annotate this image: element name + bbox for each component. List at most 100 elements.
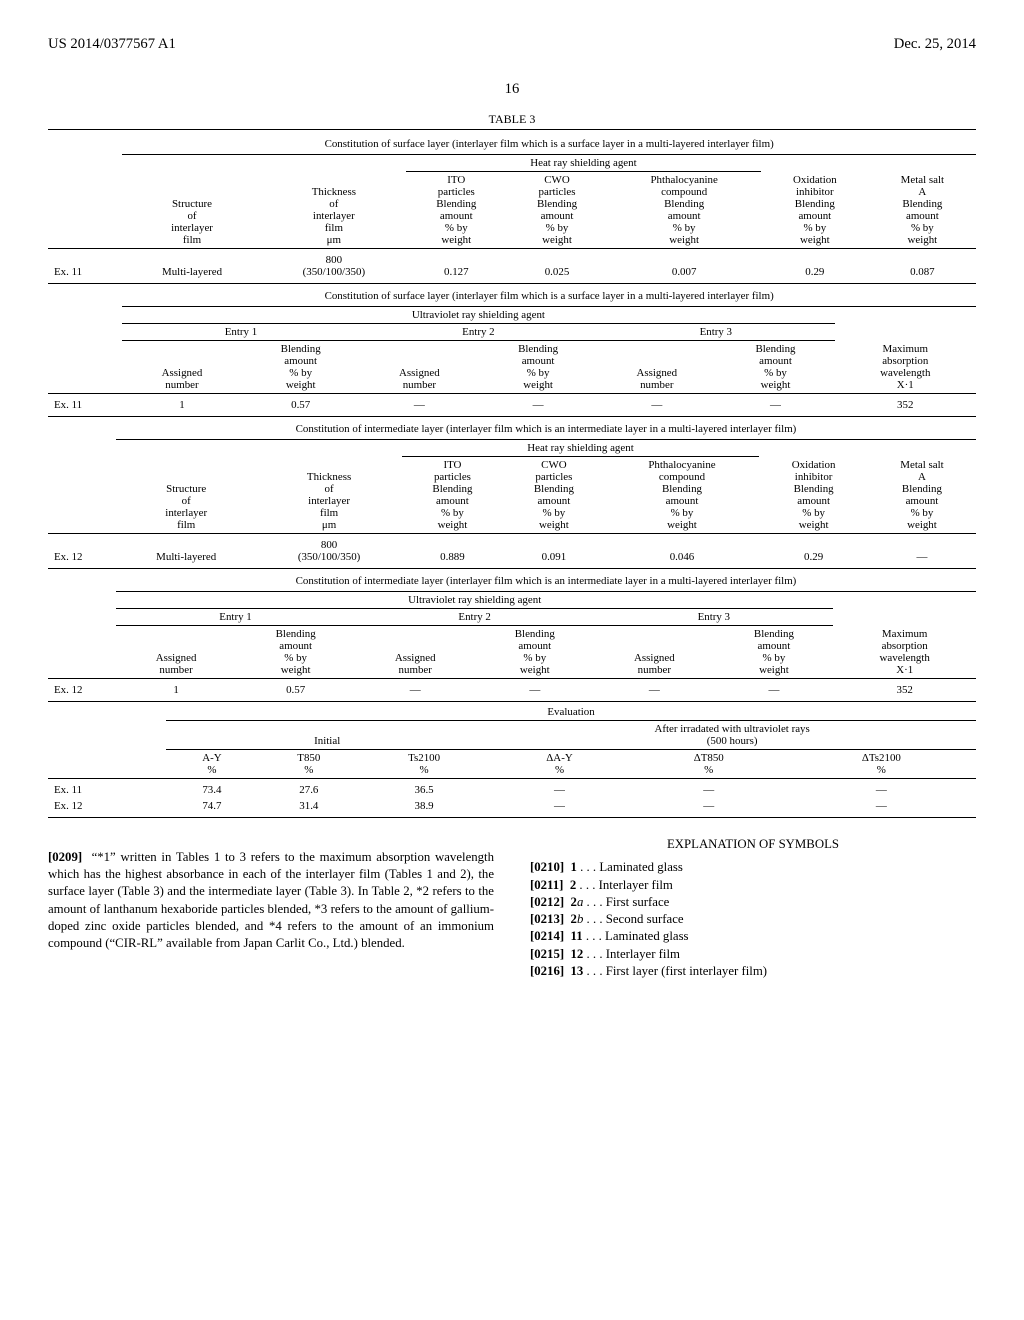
cell: —: [597, 397, 716, 413]
table-row: Ex. 12 Multi-layered 800(350/100/350) 0.…: [48, 537, 976, 565]
cell: 1: [116, 682, 236, 698]
table-row: Ex. 12 74.7 31.4 38.9 — — —: [48, 798, 976, 814]
cell: —: [868, 537, 976, 565]
heat-ray-label: Heat ray shielding agent: [406, 155, 761, 172]
col-blend: Blendingamount% byweight: [475, 626, 594, 679]
cell: 800(350/100/350): [262, 252, 406, 280]
col-maxabs: MaximumabsorptionwavelengthX·1: [833, 626, 976, 679]
cell: —: [631, 782, 787, 798]
table-3-title: TABLE 3: [48, 112, 976, 127]
entry-2: Entry 2: [360, 324, 597, 341]
cell: 31.4: [258, 798, 360, 814]
publication-date: Dec. 25, 2014: [894, 36, 976, 53]
footnote-column: [0209] “*1” written in Tables 1 to 3 ref…: [48, 836, 494, 980]
cell: —: [360, 397, 479, 413]
cell: —: [479, 397, 597, 413]
col-thickness: Thicknessofinterlayerfilmμm: [262, 172, 406, 249]
cell: 38.9: [360, 798, 488, 814]
col-blend: Blendingamount% byweight: [716, 341, 834, 394]
col-assigned: Assignednumber: [122, 341, 241, 394]
constitution-caption: Constitution of intermediate layer (inte…: [116, 571, 976, 592]
row-label: Ex. 11: [48, 782, 166, 798]
cell: 27.6: [258, 782, 360, 798]
cell: —: [787, 798, 976, 814]
paragraph-number: [0209]: [48, 850, 82, 864]
col-assigned: Assignednumber: [597, 341, 716, 394]
col-phth: PhthalocyaninecompoundBlendingamount% by…: [607, 172, 761, 249]
col-assigned: Assignednumber: [355, 626, 475, 679]
entry-1: Entry 1: [116, 609, 355, 626]
cell: 0.046: [605, 537, 760, 565]
col-phth: PhthalocyaninecompoundBlendingamount% by…: [605, 457, 760, 534]
evaluation-label: Evaluation: [166, 704, 976, 721]
cell: 0.127: [406, 252, 507, 280]
col-assigned: Assignednumber: [594, 626, 714, 679]
col-metal: Metal saltABlendingamount% byweight: [868, 457, 976, 534]
cell: Multi-layered: [116, 537, 257, 565]
cell: 0.29: [761, 252, 869, 280]
col-assigned: Assignednumber: [116, 626, 236, 679]
cell: —: [488, 782, 630, 798]
col-blend: Blendingamount% byweight: [236, 626, 355, 679]
col-blend: Blendingamount% byweight: [715, 626, 834, 679]
symbol-item: [0215] 12 . . . Interlayer film: [530, 946, 976, 963]
cell: 1: [122, 397, 241, 413]
cell: —: [475, 682, 594, 698]
col-ito: ITOparticlesBlendingamount% byweight: [402, 457, 503, 534]
symbol-item: [0214] 11 . . . Laminated glass: [530, 928, 976, 945]
table-row: Ex. 11 73.4 27.6 36.5 — — —: [48, 782, 976, 798]
table-3-section-1: Constitution of surface layer (interlaye…: [48, 129, 976, 284]
cell: 74.7: [166, 798, 258, 814]
col-assigned: Assignednumber: [360, 341, 479, 394]
table-row: Ex. 12 1 0.57 — — — — 352: [48, 682, 976, 698]
col-blend: Blendingamount% byweight: [479, 341, 597, 394]
col-blend: Blendingamount% byweight: [242, 341, 360, 394]
cell: —: [631, 798, 787, 814]
table-row: Ex. 11 Multi-layered 800(350/100/350) 0.…: [48, 252, 976, 280]
col-thickness: Thicknessofinterlayerfilmμm: [256, 457, 401, 534]
col-structure: Structureofinterlayerfilm: [122, 172, 261, 249]
col-oxinh: OxidationinhibitorBlendingamount% byweig…: [759, 457, 868, 534]
entry-2: Entry 2: [355, 609, 594, 626]
entry-3: Entry 3: [597, 324, 834, 341]
table-3-section-4: Constitution of intermediate layer (inte…: [48, 571, 976, 702]
constitution-caption: Constitution of intermediate layer (inte…: [116, 419, 976, 440]
constitution-caption: Constitution of surface layer (interlaye…: [122, 286, 976, 307]
symbol-item: [0216] 13 . . . First layer (first inter…: [530, 963, 976, 980]
col-dts2100: ΔTs2100%: [787, 750, 976, 779]
cell: —: [787, 782, 976, 798]
col-day: ΔA-Y%: [488, 750, 630, 779]
col-cwo: CWOparticlesBlendingamount% byweight: [503, 457, 604, 534]
cell: 352: [833, 682, 976, 698]
uv-label: Ultraviolet ray shielding agent: [116, 592, 833, 609]
cell: —: [594, 682, 714, 698]
row-label: Ex. 11: [48, 397, 122, 413]
cell: —: [355, 682, 475, 698]
col-ts2100: Ts2100%: [360, 750, 488, 779]
table-row: Ex. 11 1 0.57 — — — — 352: [48, 397, 976, 413]
col-structure: Structureofinterlayerfilm: [116, 457, 257, 534]
cell: 0.025: [507, 252, 608, 280]
uv-label: Ultraviolet ray shielding agent: [122, 307, 834, 324]
cell: 800(350/100/350): [256, 537, 401, 565]
table-3-evaluation: Evaluation Initial After irradated with …: [48, 704, 976, 818]
row-label: Ex. 12: [48, 682, 116, 698]
cell: 352: [835, 397, 977, 413]
row-label: Ex. 11: [48, 252, 122, 280]
col-ito: ITOparticlesBlendingamount% byweight: [406, 172, 507, 249]
col-maxabs: MaximumabsorptionwavelengthX·1: [835, 341, 977, 394]
col-t850: T850%: [258, 750, 360, 779]
cell: —: [488, 798, 630, 814]
symbols-heading: EXPLANATION OF SYMBOLS: [530, 836, 976, 853]
cell: 0.091: [503, 537, 604, 565]
col-cwo: CWOparticlesBlendingamount% byweight: [507, 172, 608, 249]
page-number: 16: [48, 81, 976, 98]
initial-label: Initial: [166, 721, 488, 750]
cell: 0.29: [759, 537, 868, 565]
cell: Multi-layered: [122, 252, 261, 280]
symbol-item: [0213] 2b . . . Second surface: [530, 911, 976, 928]
symbol-item: [0212] 2a . . . First surface: [530, 894, 976, 911]
col-dt850: ΔT850%: [631, 750, 787, 779]
col-metal: Metal saltABlendingamount% byweight: [869, 172, 976, 249]
publication-number: US 2014/0377567 A1: [48, 36, 176, 53]
